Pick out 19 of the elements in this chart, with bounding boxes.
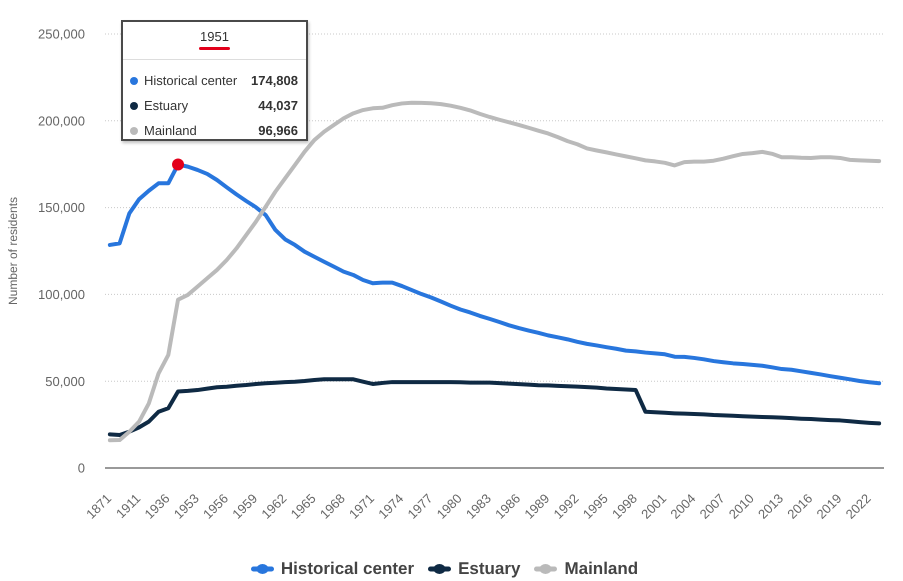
line-series (108, 100, 882, 442)
y-tick-label: 150,000 (38, 200, 85, 216)
legend-label: Mainland (144, 123, 198, 138)
annotation: 44,037 (258, 98, 298, 113)
annotation: 96,966 (258, 123, 298, 138)
y-tick-label: 250,000 (38, 26, 85, 42)
annotation: 174,808 (251, 73, 298, 88)
text: Historical center (280, 559, 414, 578)
y-axis-title: Number of residents (6, 196, 20, 306)
legend-label: Historical center (144, 73, 238, 88)
y-tick-label: 200,000 (38, 113, 85, 128)
text: Mainland (564, 559, 638, 578)
text: Estuary (144, 98, 188, 113)
y-tick-label: 0 (78, 460, 85, 476)
y-tick-label: 100,000 (38, 287, 85, 302)
y-tick-label: 50,000 (45, 374, 85, 389)
legend-label: Estuary (458, 559, 520, 579)
line-series (108, 377, 882, 438)
annotation: 1951 (200, 29, 229, 44)
